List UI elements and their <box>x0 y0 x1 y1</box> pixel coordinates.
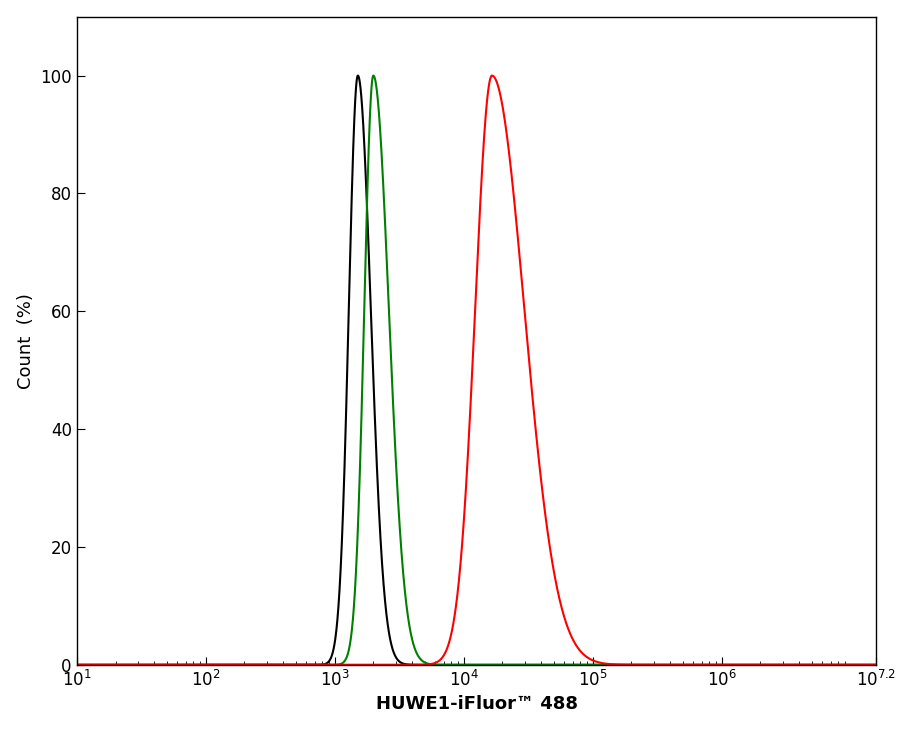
X-axis label: HUWE1-iFluor™ 488: HUWE1-iFluor™ 488 <box>375 696 578 713</box>
Y-axis label: Count  (%): Count (%) <box>16 293 35 388</box>
